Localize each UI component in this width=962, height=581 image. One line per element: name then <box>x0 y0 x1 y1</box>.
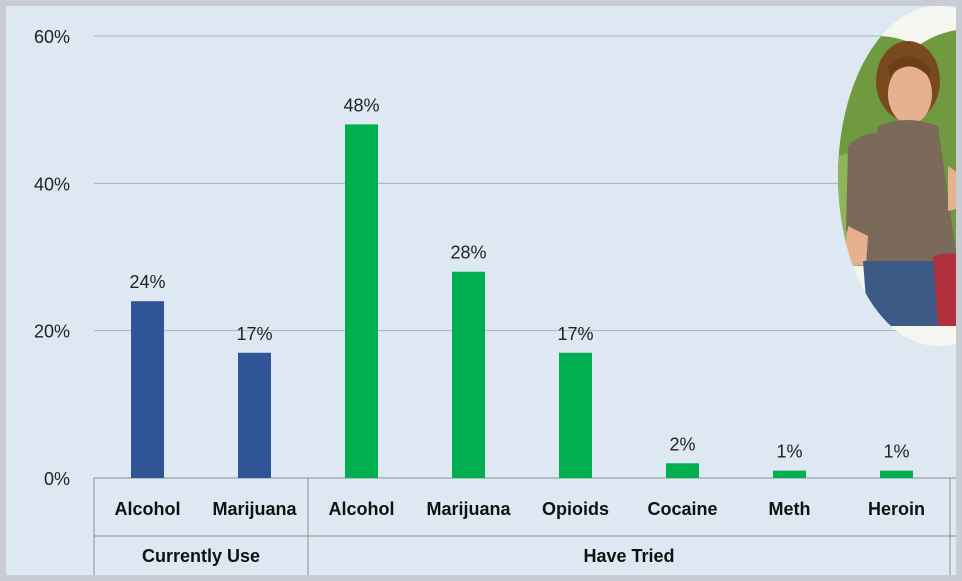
bar <box>559 352 592 478</box>
bar <box>238 352 271 478</box>
y-axis-ticks: 0% 20% 40% 60% <box>34 27 70 489</box>
y-tick-label: 40% <box>34 174 70 194</box>
bar-chart: 0% 20% 40% 60% 24% 17% 48% 28% 17% 2% 1% 1% Alcoho… <box>34 27 956 575</box>
data-label: 1% <box>883 442 909 462</box>
data-label: 17% <box>557 324 593 344</box>
data-label: 17% <box>236 324 272 344</box>
bar <box>452 271 485 478</box>
x-axis: Alcohol Marijuana Currently Use Alcohol Mari… <box>93 478 956 575</box>
category-label: Alcohol <box>329 499 395 519</box>
bar <box>345 124 378 479</box>
bar <box>666 463 699 478</box>
y-tick-label: 60% <box>34 27 70 47</box>
y-tick-label: 20% <box>34 322 70 342</box>
bar <box>880 470 913 478</box>
data-label: 2% <box>669 434 695 454</box>
data-label: 48% <box>343 95 379 115</box>
bar <box>773 470 806 478</box>
data-label: 1% <box>776 442 802 462</box>
chart-panel: 0% 20% 40% 60% 24% 17% 48% 28% 17% 2% 1% 1% Alcoho… <box>6 6 956 575</box>
group-label: Have Tried <box>583 546 674 566</box>
bars <box>131 124 913 479</box>
category-label: Heroin <box>868 499 925 519</box>
category-label: Opioids <box>542 499 609 519</box>
category-label: Marijuana <box>426 499 511 519</box>
category-label: Marijuana <box>212 499 297 519</box>
group-label: Currently Use <box>142 546 260 566</box>
data-label: 28% <box>450 243 486 263</box>
category-label: Alcohol <box>115 499 181 519</box>
data-label: 24% <box>129 272 165 292</box>
bar <box>131 301 164 478</box>
category-label: Meth <box>769 499 811 519</box>
category-label: Cocaine <box>647 499 717 519</box>
data-labels: 24% 17% 48% 28% 17% 2% 1% 1% <box>129 95 909 461</box>
gridlines <box>94 35 956 479</box>
y-tick-label: 0% <box>44 469 70 489</box>
